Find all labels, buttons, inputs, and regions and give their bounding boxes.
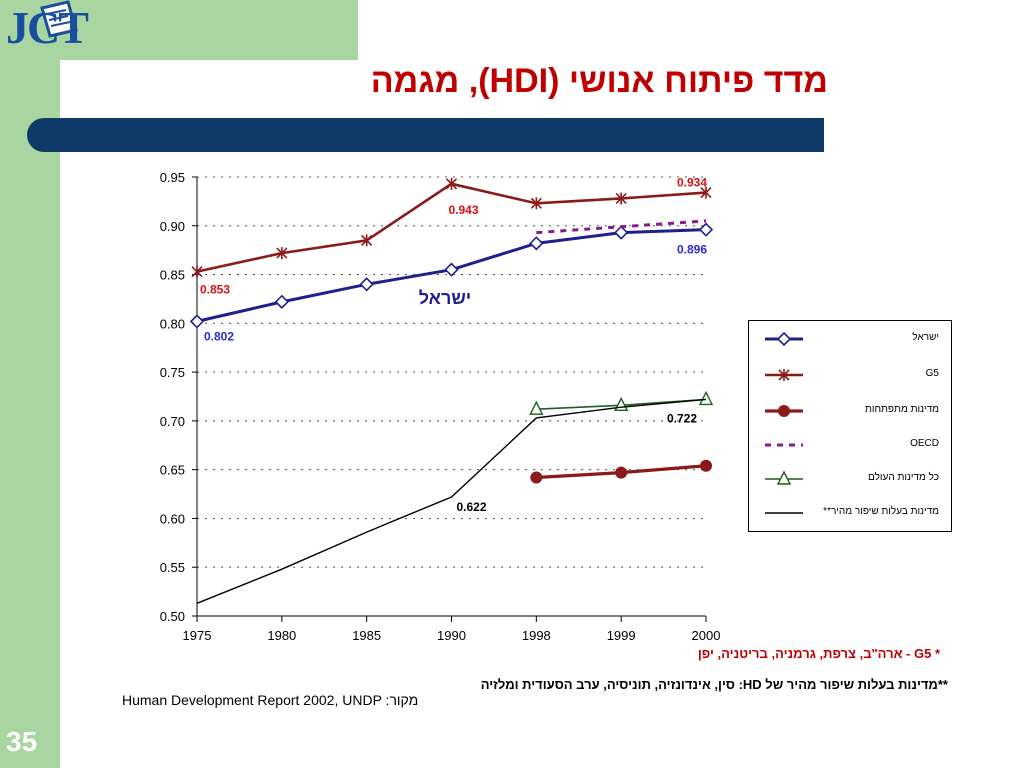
legend-item-oecd: OECD [749,435,951,455]
legend-item-g5: G5 [749,365,951,385]
legend-marker-g5-stroke [778,369,790,381]
legend-label-g5: G5 [925,368,939,379]
series-line-g5 [196,182,707,273]
source-note: Human Development Report 2002, UNDP :מקו… [122,692,419,708]
legend-swatch-oecd [765,443,803,447]
data-point-g5-stroke [530,197,542,210]
data-point-world [529,400,544,415]
y-tick-label: 0.80 [160,316,185,331]
legend-item-fast: מדינות בעלות שיפור מהיר** [749,503,951,523]
y-tick-label: 0.75 [160,365,185,380]
data-label: 0.622 [456,500,486,514]
y-tick-label: 0.90 [160,219,185,234]
logo-emblem-icon [40,0,78,38]
legend-label-developing: מדינות מתפתחות [864,404,939,415]
series-line-oecd [536,219,707,235]
series-line-fast [196,398,707,604]
data-point-g5 [361,234,373,247]
x-tick-label: 2000 [692,628,721,643]
data-point-g5 [530,197,542,210]
legend-item-developing: מדינות מתפתחות [749,401,951,421]
israel-inline-label: ישראל [419,288,472,308]
legend-marker-world [776,470,792,485]
data-point-g5-stroke [191,265,203,278]
legend-marker-developing [778,405,790,417]
data-point-g5 [700,186,712,199]
legend-marker-g5 [778,369,790,381]
legend-swatch-developing [765,405,803,417]
data-point-developing [700,459,712,472]
logo-text: JCT [6,2,89,53]
x-tick-label: 1998 [522,628,551,643]
data-point-israel [359,277,374,292]
chart-grid [197,176,706,568]
data-point-developing [615,466,628,479]
data-point-israel [698,222,714,237]
y-tick-label: 0.70 [160,414,185,429]
legend-swatch-g5 [765,369,803,381]
legend-swatch-fast [765,512,803,514]
footnote-g5: * G5 - ארה"ב, צרפת, גרמניה, בריטניה, יפן [697,646,940,661]
data-label: 0.722 [667,411,697,425]
y-tick-label: 0.55 [160,560,185,575]
y-tick-label: 0.65 [160,463,185,478]
legend-item-world: כל מדינות העולם [749,469,951,489]
chart-axes: 0.50 0.55 0.60 0.65 0.70 0.75 0.80 0.85 0.90 0.95… [160,170,721,643]
data-point-g5 [615,192,627,205]
data-point-israel [274,294,289,310]
legend-swatch-israel [765,331,803,347]
data-point-israel [444,262,459,277]
slide-title: מדד פיתוח אנושי (HDI), מגמה [370,62,828,100]
y-tick-label: 0.50 [160,609,185,624]
data-label: 0.934 [677,176,707,190]
data-label: 0.896 [677,243,707,257]
chart-legend: ישראל G5 מדינות מתפתחות OECD כל מדינות העולם… [748,320,952,532]
legend-label-oecd: OECD [910,438,939,449]
data-label: 0.802 [204,329,234,343]
legend-label-fast: מדינות בעלות שיפור מהיר** [823,506,939,517]
data-point-g5 [445,177,458,190]
data-point-g5-stroke [615,192,627,205]
data-label: 0.943 [448,203,478,217]
legend-swatch-world [765,470,803,485]
data-point-g5-stroke [361,234,373,247]
chart-series [189,177,714,604]
y-tick-label: 0.60 [160,511,185,526]
data-point-israel [614,225,629,240]
legend-marker-israel [776,331,792,347]
legend-label-world: כל מדינות העולם [868,472,939,483]
x-tick-label: 1980 [267,628,296,643]
footnote-fast-improvers: **מדינות בעלות שיפור מהיר של HD: סין, אי… [480,677,948,692]
legend-item-israel: ישראל [749,329,951,349]
chart-annotations: 0.853 0.943 0.934 0.802 0.896 0.622 0.722 ישראל [200,176,707,514]
data-point-developing [530,471,543,484]
legend-label-israel: ישראל [912,332,939,343]
jct-logo: JCT [2,0,152,58]
data-point-israel [189,314,205,329]
x-tick-label: 1990 [437,628,466,643]
x-tick-label: 1975 [183,628,212,643]
data-point-g5-stroke [700,186,712,199]
data-point-g5-stroke [276,247,288,260]
y-tick-label: 0.95 [160,170,185,185]
x-tick-label: 1999 [607,628,636,643]
slide-number: 35 [6,726,38,757]
x-tick-label: 1985 [352,628,381,643]
data-point-g5 [191,265,203,278]
data-point-g5-stroke [445,177,458,190]
data-point-world [698,390,714,406]
data-label: 0.853 [200,283,230,297]
data-point-g5 [276,247,288,260]
y-tick-label: 0.85 [160,268,185,283]
title-underline-bar [27,118,824,152]
data-point-israel [529,236,544,251]
